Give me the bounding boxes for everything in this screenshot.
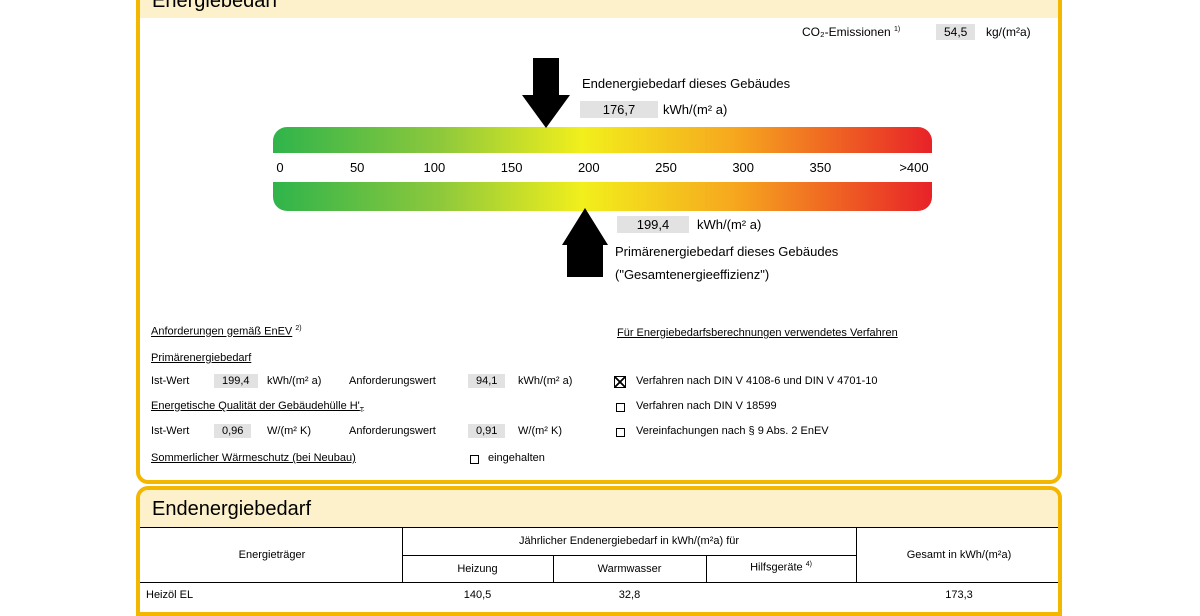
scale-gap [273,153,932,182]
req-title-text: Anforderungen gemäß EnEV [151,325,293,338]
scale-label: 300 [732,160,755,175]
th-group: Jährlicher Endenergiebedarf in kWh/(m²a)… [518,535,740,547]
method-checkbox [616,428,625,437]
cell-water: 32,8 [618,589,641,601]
envelope-req-label: Anforderungswert [349,425,436,437]
th-aux-note: 4) [805,561,812,568]
section2-header [140,490,1058,528]
envelope-actual: 0,96 [214,424,252,438]
envelope-title-text: Energetische Qualität der Gebäudehülle H… [151,400,360,412]
summer-title: Sommerlicher Wärmeschutz (bei Neubau) [151,452,356,464]
primary-req-unit: kWh/(m² a) [518,375,573,387]
scale-label: 0 [276,160,284,175]
table-line [140,582,1058,583]
primary-label: Primärenergiebedarf dieses Gebäudes [615,244,839,259]
envelope-req: 0,91 [468,424,506,438]
co2-note: 1) [894,26,901,33]
primary-title: Primärenergiebedarf [151,352,252,364]
primary-sublabel: ("Gesamtenergieeffizienz") [615,267,770,282]
primary-actual: 199,4 [214,374,258,388]
primary-actual-unit: kWh/(m² a) [267,375,322,387]
scale-label: 250 [655,160,677,175]
table-line [706,555,707,583]
th-aux: Hilfsgeräte 4) [706,561,856,574]
primary-value: 199,4 [617,216,689,233]
envelope-actual-unit: W/(m² K) [267,425,311,437]
summer-option: eingehalten [488,452,545,464]
th-heating: Heizung [457,563,498,575]
co2-unit: kg/(m²a) [986,25,1031,39]
scale-label: 100 [423,160,446,175]
table-line [140,527,1058,528]
end-energy-label: Endenergiebedarf dieses Gebäudes [582,76,791,91]
scale-label: >400 [899,160,929,175]
method-option: Verfahren nach DIN V 4108-6 und DIN V 47… [636,375,878,387]
table-line [402,555,856,556]
table-line [553,555,554,583]
req-note: 2) [295,325,302,332]
method-title: Für Energiebedarfsberechnungen verwendet… [617,327,898,339]
primary-unit: kWh/(m² a) [697,217,762,232]
cell-total: 173,3 [945,589,973,601]
scale-label: 50 [349,160,365,175]
primary-energy-arrow [562,208,608,277]
th-carrier: Energieträger [238,549,306,561]
method-checkbox [614,376,626,388]
end-energy-unit: kWh/(m² a) [663,102,728,117]
end-energy-arrow [522,58,570,128]
table-line [856,528,857,583]
summer-checkbox [470,455,479,464]
co2-value: 54,5 [936,24,976,40]
primary-actual-label: Ist-Wert [151,375,190,387]
co2-text: CO₂-Emissionen [802,25,891,39]
envelope-actual-label: Ist-Wert [151,425,190,437]
co2-label: CO₂-Emissionen 1) [802,25,900,39]
primary-req-label: Anforderungswert [349,375,436,387]
th-total: Gesamt in kWh/(m²a) [906,549,1012,561]
scale-graphic [273,58,932,277]
method-option: Verfahren nach DIN V 18599 [636,400,777,412]
section2-title: Endenergiebedarf [152,498,312,520]
th-water: Warmwasser [597,563,662,575]
scale-label: 350 [809,160,832,175]
scale-label: 150 [500,160,523,175]
th-aux-text: Hilfsgeräte [750,561,803,574]
scale-label: 200 [577,160,600,175]
method-option: Vereinfachungen nach § 9 Abs. 2 EnEV [636,425,829,437]
page: Energiebedarf CO₂-Emissionen 1) 54,5 kg/… [136,0,1062,616]
cell-heating: 140,5 [463,589,492,601]
section-header [140,0,1058,18]
envelope-req-unit: W/(m² K) [518,425,562,437]
section-energy: Energiebedarf [136,0,1062,484]
method-checkbox [616,403,625,412]
req-title: Anforderungen gemäß EnEV 2) [151,325,302,338]
section-title: Energiebedarf [152,0,278,12]
envelope-sub: T [359,407,365,415]
primary-req: 94,1 [468,374,506,388]
end-energy-value: 176,7 [580,101,658,118]
cell-carrier: Heizöl EL [146,589,194,601]
envelope-title: Energetische Qualität der Gebäudehülle H… [151,400,364,414]
